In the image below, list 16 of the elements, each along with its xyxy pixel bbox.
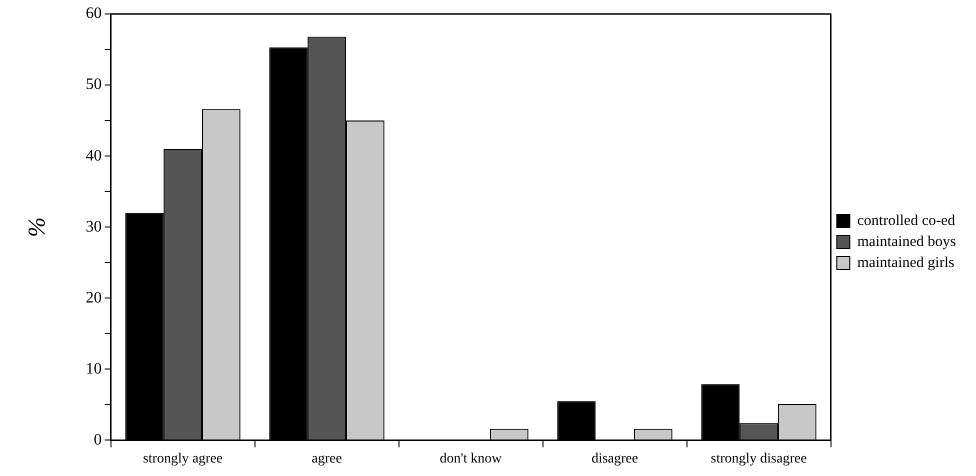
y-axis-title: %	[24, 217, 51, 238]
legend-label: maintained girls	[857, 254, 954, 271]
y-tick-label: 40	[86, 147, 102, 164]
y-tick-label: 0	[94, 431, 102, 448]
legend-label: maintained boys	[857, 234, 956, 250]
y-tick-label: 10	[86, 360, 102, 378]
y-tick-label: 30	[86, 218, 102, 236]
y-tick-label: 50	[86, 76, 102, 94]
x-tick-label: strongly disagree	[710, 451, 807, 466]
x-tick-label: strongly agree	[142, 451, 223, 466]
y-tick-label: 20	[86, 289, 102, 306]
x-tick-label: disagree	[591, 451, 638, 466]
x-tick-label: don't know	[440, 451, 503, 466]
y-tick-label: 60	[86, 5, 102, 22]
legend-label: controlled co-ed	[857, 212, 956, 229]
x-tick-label: agree	[312, 451, 342, 466]
